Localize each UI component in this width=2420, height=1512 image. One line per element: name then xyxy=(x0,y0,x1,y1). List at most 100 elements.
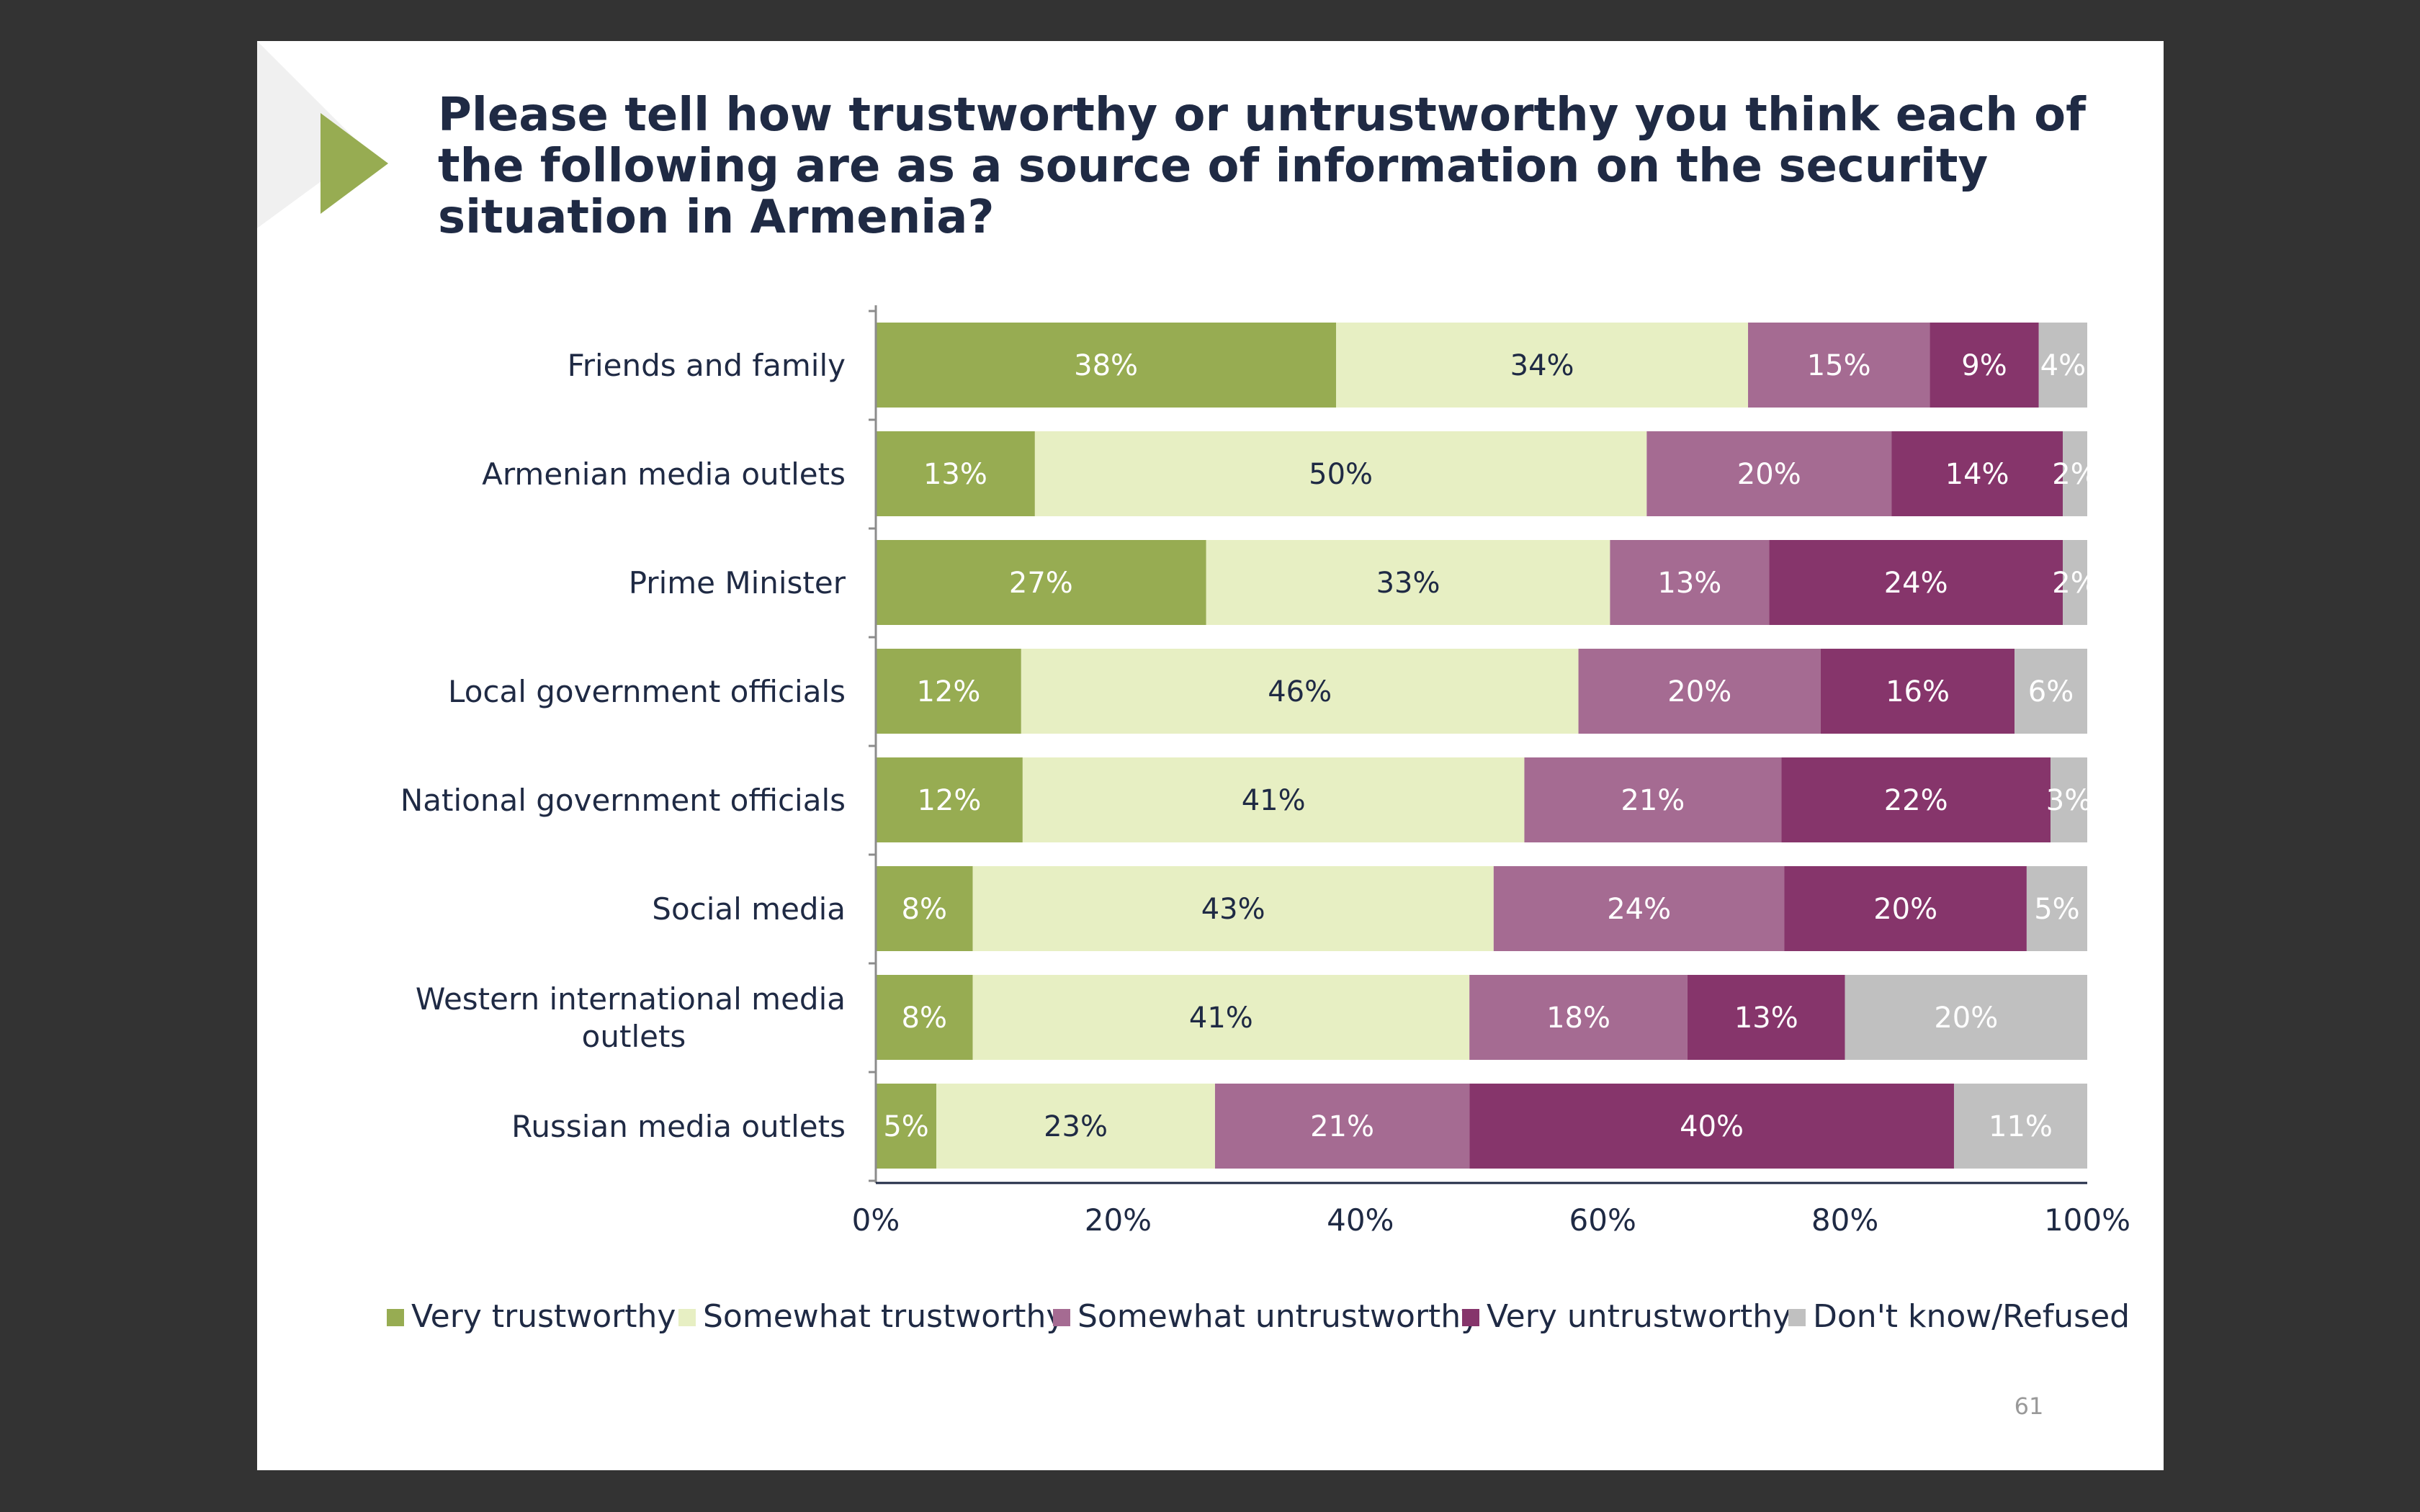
slide-decoration xyxy=(257,41,388,228)
bar-segment xyxy=(1953,1084,2087,1169)
bar-segment xyxy=(1524,757,1782,842)
bar-segment xyxy=(876,540,1206,625)
legend-swatch xyxy=(678,1309,696,1326)
bar-segment xyxy=(1469,1084,1954,1169)
data-label: 5% xyxy=(883,1110,928,1143)
bar-segment xyxy=(2026,866,2087,951)
category-label: Armenian media outlets xyxy=(482,456,846,492)
bar-segment xyxy=(2063,431,2087,516)
category-label: Prime Minister xyxy=(629,565,846,600)
bar-segment xyxy=(1646,431,1892,516)
data-label: 5% xyxy=(2034,893,2079,926)
bar-segment xyxy=(972,866,1494,951)
category-label: Social media xyxy=(652,891,846,927)
category-label: National government officials xyxy=(400,783,846,818)
slide-title: Please tell how trustworthy or untrustwo… xyxy=(438,89,2086,244)
data-label: 12% xyxy=(916,675,980,708)
page-number: 61 xyxy=(2014,1392,2044,1420)
data-label: 18% xyxy=(1546,1002,1610,1035)
data-label: 46% xyxy=(1268,675,1332,708)
data-label: 13% xyxy=(1734,1002,1798,1035)
bar-segment xyxy=(1578,649,1821,734)
bar-segment xyxy=(876,431,1035,516)
bar-segment xyxy=(1336,323,1749,408)
legend-swatch xyxy=(387,1309,404,1326)
data-label: 3% xyxy=(2046,784,2092,817)
x-tick-label: 100% xyxy=(2044,1202,2130,1238)
data-label: 34% xyxy=(1510,349,1574,382)
data-label: 43% xyxy=(1201,893,1265,926)
bar-segment xyxy=(1687,975,1845,1060)
legend-swatch xyxy=(1462,1309,1479,1326)
data-label: 20% xyxy=(1737,458,1801,491)
data-label: 6% xyxy=(2028,675,2074,708)
decor-green-arrow-icon xyxy=(321,113,388,214)
slide: Please tell how trustworthy or untrustwo… xyxy=(257,41,2164,1470)
bar-segment xyxy=(1930,323,2039,408)
bar-segment xyxy=(1206,540,1610,625)
category-label: Russian media outlets xyxy=(511,1109,846,1144)
data-label: 24% xyxy=(1607,893,1671,926)
data-label: 13% xyxy=(923,458,987,491)
bar-segment xyxy=(2015,649,2087,734)
data-label: 41% xyxy=(1242,784,1306,817)
data-label: 27% xyxy=(1009,567,1073,600)
x-tick-label: 80% xyxy=(1811,1202,1878,1238)
bar-segment xyxy=(2038,323,2087,408)
bar-segment xyxy=(1845,975,2087,1060)
stacked-bar-chart: 38% 34% 15% 9% 4% Friends and family 13% 50% 20%… xyxy=(387,305,2130,1335)
bar-segment xyxy=(936,1084,1215,1169)
legend-label: Very trustworthy xyxy=(411,1298,676,1335)
data-label: 41% xyxy=(1189,1002,1253,1035)
legend-label: Somewhat untrustworthy xyxy=(1077,1298,1479,1335)
data-label: 8% xyxy=(902,893,947,926)
bar-segment xyxy=(876,649,1021,734)
bar-segment xyxy=(1784,866,2027,951)
x-tick-label: 20% xyxy=(1085,1202,1152,1238)
data-label: 20% xyxy=(1934,1002,1998,1035)
legend-swatch xyxy=(1788,1309,1806,1326)
legend-label: Somewhat trustworthy xyxy=(703,1298,1065,1335)
bar-segment xyxy=(1781,757,2051,842)
data-label: 50% xyxy=(1309,458,1373,491)
data-label: 2% xyxy=(2052,458,2097,491)
data-label: 20% xyxy=(1667,675,1731,708)
category-label: Friends and family xyxy=(568,348,846,383)
data-label: 14% xyxy=(1945,458,2009,491)
bar-segment xyxy=(1891,431,2063,516)
bar-segment xyxy=(1610,540,1770,625)
bar-segment xyxy=(1022,757,1525,842)
data-label: 9% xyxy=(1961,349,2007,382)
bar-segment xyxy=(1469,975,1688,1060)
data-label: 21% xyxy=(1310,1110,1374,1143)
legend-label: Don't know/Refused xyxy=(1813,1298,2130,1335)
category-label: Western international media xyxy=(416,981,846,1017)
data-label: 15% xyxy=(1807,349,1871,382)
data-label: 33% xyxy=(1376,567,1440,600)
bar-segment xyxy=(1493,866,1785,951)
bar-segment xyxy=(1214,1084,1470,1169)
bar-segment xyxy=(876,757,1023,842)
data-label: 2% xyxy=(2052,567,2097,600)
data-label: 12% xyxy=(917,784,981,817)
bar-segment xyxy=(876,975,973,1060)
data-label: 24% xyxy=(1884,567,1948,600)
bar-segment xyxy=(876,866,973,951)
bar-segment xyxy=(876,323,1337,408)
data-label: 16% xyxy=(1886,675,1950,708)
bar-segment xyxy=(1820,649,2015,734)
bar-segment xyxy=(2063,540,2087,625)
data-label: 13% xyxy=(1657,567,1721,600)
data-label: 11% xyxy=(1989,1110,2053,1143)
data-label: 4% xyxy=(2040,349,2086,382)
bar-segment xyxy=(1748,323,1930,408)
data-label: 40% xyxy=(1680,1110,1744,1143)
bar-segment xyxy=(876,1084,937,1169)
bar-segment xyxy=(1769,540,2063,625)
x-tick-label: 40% xyxy=(1327,1202,1394,1238)
category-label: outlets xyxy=(582,1019,686,1054)
bar-segment xyxy=(972,975,1470,1060)
bar-segment xyxy=(1034,431,1647,516)
data-label: 22% xyxy=(1884,784,1948,817)
data-label: 20% xyxy=(1873,893,1937,926)
